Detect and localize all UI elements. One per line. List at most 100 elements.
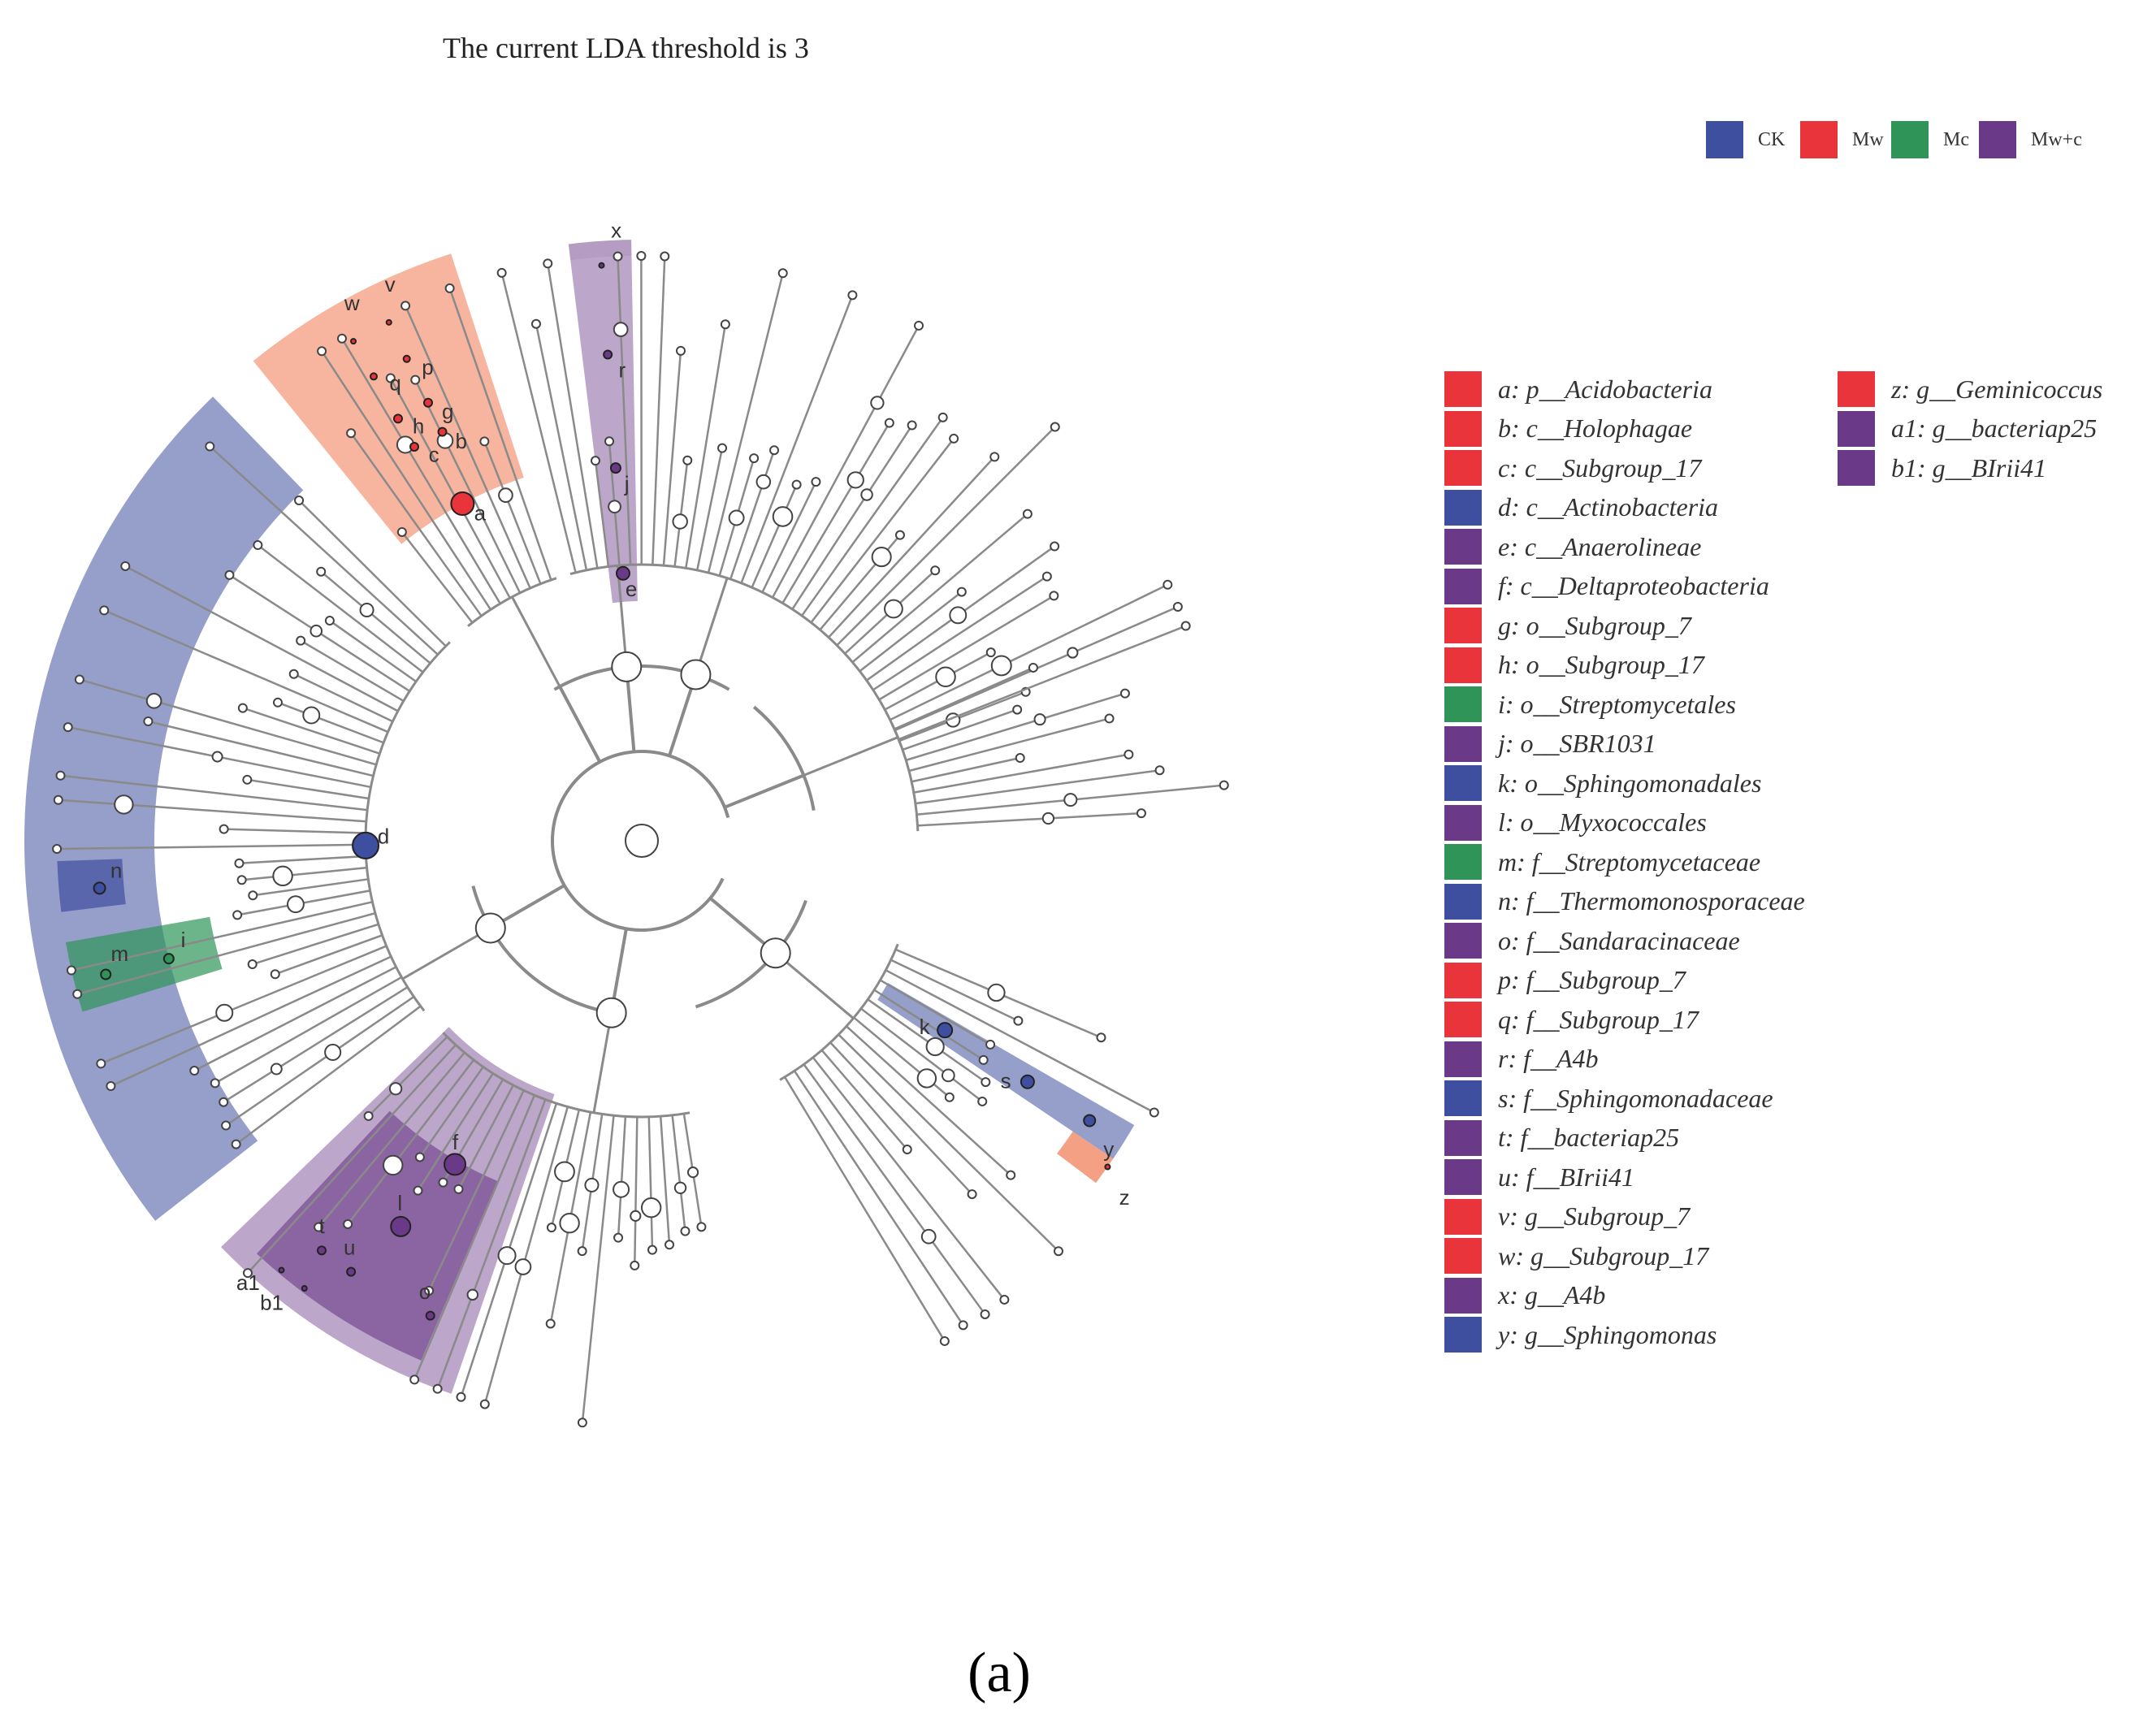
legend-item: k: o__Sphingomonadales bbox=[1444, 764, 1761, 802]
leaf-node bbox=[1136, 808, 1146, 819]
leaf-node bbox=[939, 1335, 950, 1346]
biomarker-node bbox=[278, 1266, 285, 1274]
leaf-line bbox=[247, 1044, 457, 1274]
leaf-line bbox=[404, 305, 531, 589]
clade-d-sector bbox=[24, 396, 304, 1221]
legend-swatch bbox=[1444, 450, 1482, 486]
leaf-line bbox=[917, 812, 1142, 827]
legend-item: j: o__SBR1031 bbox=[1444, 725, 1656, 763]
node-marker bbox=[302, 706, 321, 725]
node-marker bbox=[1067, 647, 1079, 659]
chart-title: The current LDA threshold is 3 bbox=[443, 32, 809, 64]
node-marker bbox=[613, 1180, 630, 1198]
leaf-node bbox=[1154, 765, 1165, 776]
clade-label: q bbox=[389, 371, 400, 396]
branch-line bbox=[592, 1012, 613, 1114]
group-swatch bbox=[1891, 121, 1929, 158]
leaf-line bbox=[148, 720, 374, 777]
branch-line bbox=[401, 927, 491, 980]
leaf-node bbox=[396, 526, 407, 537]
leaf-line bbox=[911, 756, 1020, 783]
leaf-line bbox=[751, 484, 798, 588]
branch-arc bbox=[890, 723, 920, 832]
leaf-node bbox=[958, 1320, 968, 1331]
leaf-node bbox=[479, 1399, 490, 1409]
leaf-node bbox=[1022, 509, 1033, 519]
clade-label: i bbox=[181, 928, 186, 952]
leaf-line bbox=[761, 481, 817, 593]
legend-item: d: c__Actinobacteria bbox=[1444, 489, 1718, 526]
node-marker bbox=[772, 506, 794, 527]
leaf-line bbox=[293, 673, 393, 723]
leaf-node bbox=[219, 1097, 229, 1107]
leaf-node bbox=[316, 566, 327, 577]
node-marker bbox=[497, 1246, 517, 1266]
leaf-node bbox=[944, 1092, 955, 1102]
biomarker-node bbox=[393, 413, 403, 424]
leaf-line bbox=[253, 878, 369, 897]
clade-label: j bbox=[624, 471, 630, 496]
leaf-node bbox=[720, 319, 730, 330]
node-marker bbox=[1063, 793, 1078, 807]
biomarker-node bbox=[450, 491, 475, 517]
leaf-line bbox=[76, 911, 376, 995]
leaf-node bbox=[1096, 1032, 1106, 1043]
leaf-line bbox=[225, 996, 415, 1127]
leaf-node bbox=[884, 418, 894, 428]
leaf-line bbox=[239, 855, 366, 864]
clade-label: y bbox=[1103, 1137, 1114, 1162]
leaf-node bbox=[749, 453, 760, 464]
biomarker-node bbox=[1020, 1074, 1035, 1089]
leaf-line bbox=[223, 986, 409, 1103]
legend-swatch bbox=[1444, 410, 1482, 447]
node-marker bbox=[310, 624, 323, 638]
leaf-node bbox=[665, 1240, 675, 1250]
biomarker-node bbox=[609, 462, 621, 474]
leaf-line bbox=[298, 500, 447, 647]
leaf-line bbox=[100, 945, 387, 1065]
group-swatch bbox=[1979, 121, 2016, 158]
legend-text: v: g__Subgroup_7 bbox=[1498, 1201, 1691, 1231]
legend-swatch bbox=[1444, 529, 1482, 565]
leaf-line bbox=[483, 1106, 569, 1405]
legend-item: o: f__Sandaracinaceae bbox=[1444, 922, 1740, 959]
leaf-node bbox=[232, 910, 243, 920]
leaf-line bbox=[71, 901, 373, 972]
leaf-node bbox=[413, 1185, 423, 1196]
leaf-line bbox=[873, 989, 985, 1061]
node-marker bbox=[611, 651, 643, 682]
leaf-node bbox=[577, 1246, 587, 1257]
leaf-node bbox=[937, 412, 948, 422]
leaf-node bbox=[590, 456, 600, 466]
legend-swatch bbox=[1444, 962, 1482, 998]
leaf-node bbox=[811, 477, 821, 487]
node-marker bbox=[949, 606, 968, 625]
leaf-node bbox=[479, 436, 490, 447]
biomarker-node bbox=[425, 1310, 435, 1321]
leaf-node bbox=[1180, 621, 1191, 631]
clade-label: m bbox=[111, 941, 129, 966]
leaf-node bbox=[324, 616, 335, 626]
leaf-node bbox=[1013, 1015, 1024, 1026]
legend-item: s: f__Sphingomonadaceae bbox=[1444, 1080, 1773, 1117]
leaf-node bbox=[363, 1110, 374, 1121]
leaf-line bbox=[878, 595, 1054, 701]
node-marker bbox=[215, 1003, 234, 1022]
node-marker bbox=[990, 655, 1012, 677]
leaf-line bbox=[60, 774, 368, 812]
leaf-line bbox=[915, 768, 1160, 805]
node-marker bbox=[383, 1154, 404, 1176]
leaf-line bbox=[329, 620, 417, 683]
node-marker bbox=[554, 1161, 575, 1183]
leaf-line bbox=[894, 666, 1034, 730]
leaf-node bbox=[847, 290, 858, 301]
legend-item: f: c__Deltaproteobacteria bbox=[1444, 568, 1769, 605]
node-marker bbox=[272, 865, 293, 887]
legend-text: r: f__A4b bbox=[1498, 1044, 1599, 1073]
legend-swatch bbox=[1444, 1041, 1482, 1077]
leaf-node bbox=[956, 586, 967, 597]
legend-text: n: f__Thermomonosporaceae bbox=[1498, 886, 1805, 915]
leaf-node bbox=[242, 774, 253, 785]
branch-arc bbox=[467, 577, 557, 627]
group-label: Mw bbox=[1852, 128, 1884, 150]
